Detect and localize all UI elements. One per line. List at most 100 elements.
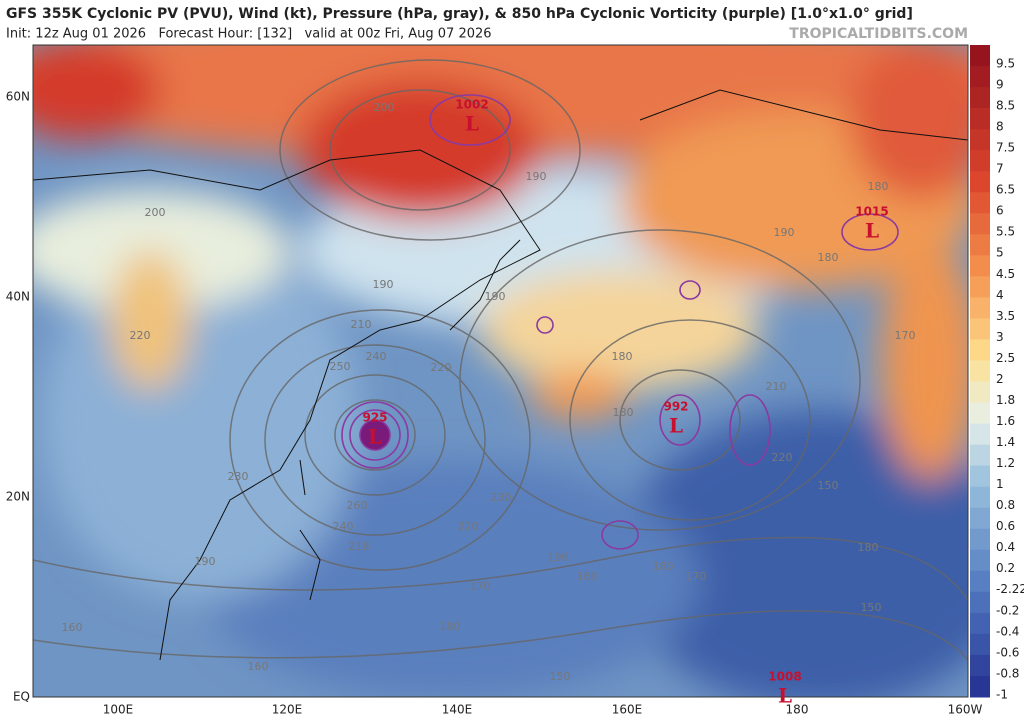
colorbar-swatch	[970, 675, 990, 698]
contour-label: 170	[470, 580, 491, 593]
colorbar-swatch	[970, 45, 990, 67]
contour-label: 220	[772, 451, 793, 464]
lon-label: 120E	[272, 703, 303, 717]
colorbar-label: 9	[996, 77, 1004, 91]
contour-label: 200	[374, 101, 395, 114]
colorbar-label: -0.6	[996, 645, 1019, 659]
low-symbol: L	[865, 219, 879, 243]
contour-label: 240	[366, 350, 387, 363]
contour-label: 180	[612, 350, 633, 363]
contour-label: 240	[333, 520, 354, 533]
contour-label: 180	[868, 180, 889, 193]
colorbar-swatch	[970, 591, 990, 614]
low-pressure: 1015	[855, 205, 888, 219]
contour-label: 160	[248, 660, 269, 673]
low-symbol: L	[368, 425, 382, 449]
colorbar-label: 2	[996, 372, 1004, 386]
colorbar-swatch	[970, 213, 990, 235]
contour-label: 180	[440, 620, 461, 633]
colorbar-label: 1.8	[996, 393, 1015, 407]
lat-label: EQ	[13, 690, 30, 704]
contour-label: 170	[686, 570, 707, 583]
title: GFS 355K Cyclonic PV (PVU), Wind (kt), P…	[6, 6, 913, 22]
low-pressure: 1002	[455, 98, 488, 112]
colorbar-label: -0.4	[996, 624, 1019, 638]
colorbar-label: 1.6	[996, 414, 1015, 428]
colorbar-swatch	[970, 402, 990, 425]
contour-label: 190	[485, 290, 506, 303]
colorbar-label: -2.22	[996, 582, 1024, 596]
contour-label: 180	[858, 541, 879, 554]
lat-label: 60N	[6, 90, 30, 104]
colorbar-swatch	[970, 549, 990, 572]
colorbar-label: 0.2	[996, 561, 1015, 575]
contour-label: 180	[613, 406, 634, 419]
colorbar-label: 5.5	[996, 225, 1015, 239]
colorbar-label: 6.5	[996, 183, 1015, 197]
colorbar-swatch	[970, 87, 990, 109]
contour-label: 190	[548, 551, 569, 564]
low-symbol: L	[669, 414, 683, 438]
colorbar-swatch	[970, 66, 990, 88]
vorticity-contours	[341, 94, 899, 550]
lon-label: 140E	[442, 703, 473, 717]
contour-label: 230	[491, 491, 512, 504]
colorbar-swatch	[970, 360, 990, 383]
colorbar-swatch	[970, 444, 990, 467]
colorbar-label: 5	[996, 246, 1004, 260]
colorbar-swatch	[970, 465, 990, 488]
colorbar-swatch	[970, 486, 990, 509]
lon-label: 180	[786, 703, 809, 717]
contour-label: 160	[62, 621, 83, 634]
colorbar-swatch	[970, 339, 990, 361]
low-symbol: L	[778, 684, 792, 708]
contour-label: 260	[347, 499, 368, 512]
colorbar-label: 4	[996, 288, 1004, 302]
pressure-contours	[33, 59, 968, 661]
contour-label: 180	[653, 560, 674, 573]
map-frame	[32, 44, 969, 698]
contour-label: 170	[895, 329, 916, 342]
contour-label: 160	[577, 570, 598, 583]
contour-label: 250	[330, 360, 351, 373]
contour-label: 210	[766, 380, 787, 393]
low-pressure: 992	[663, 400, 688, 414]
colorbar: 9.5 9 8.5 8 7.5 7 6.5 6 5.5 5 4.5 4 3.5 3 2.5 2 1.8 1.6 1.…	[970, 45, 1024, 701]
colorbar-label: 7	[996, 162, 1004, 176]
colorbar-swatch	[970, 381, 990, 404]
subtitle: Init: 12z Aug 01 2026 Forecast Hour: [13…	[6, 27, 492, 42]
contour-label: 150	[861, 601, 882, 614]
contour-label: 190	[195, 555, 216, 568]
colorbar-swatch	[970, 507, 990, 530]
contour-label: 190	[373, 278, 394, 291]
colorbar-label: 7.5	[996, 141, 1015, 155]
low-pressure: 1008	[768, 670, 801, 684]
colorbar-label: -0.2	[996, 603, 1019, 617]
colorbar-label: -0.8	[996, 666, 1019, 680]
coastlines	[33, 89, 968, 661]
contour-label: 218	[349, 540, 370, 553]
colorbar-label: 6	[996, 204, 1004, 218]
colorbar-swatch	[970, 129, 990, 151]
colorbar-label: 0.8	[996, 498, 1015, 512]
lon-label: 100E	[103, 703, 134, 717]
colorbar-swatch	[970, 192, 990, 214]
colorbar-swatch	[970, 255, 990, 277]
colorbar-label: 0.6	[996, 519, 1015, 533]
colorbar-swatch	[970, 528, 990, 551]
colorbar-label: 8	[996, 120, 1004, 134]
colorbar-label: 1.4	[996, 435, 1015, 449]
colorbar-swatch	[970, 654, 990, 677]
contour-label: 210	[351, 318, 372, 331]
low-symbol: L	[465, 112, 479, 136]
lat-label: 20N	[6, 490, 30, 504]
colorbar-swatch	[970, 297, 990, 319]
lat-label: 40N	[6, 290, 30, 304]
colorbar-swatch	[970, 423, 990, 446]
contour-label: 200	[145, 206, 166, 219]
contour-label: 180	[818, 251, 839, 264]
contour-label: 220	[458, 520, 479, 533]
contour-label: 150	[818, 479, 839, 492]
contour-label: 230	[228, 470, 249, 483]
